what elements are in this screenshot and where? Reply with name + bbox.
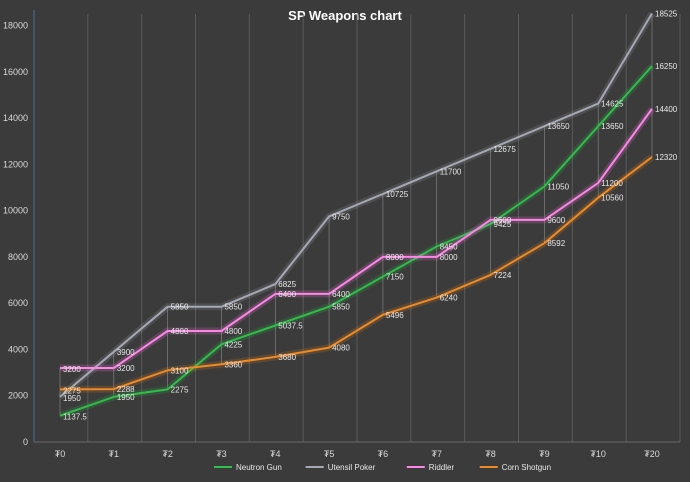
data-label: 16250: [655, 62, 678, 71]
data-label: 3200: [117, 364, 135, 373]
y-tick-label: 14000: [3, 113, 28, 123]
data-label: 4800: [171, 327, 189, 336]
legend-item: Corn Shotgun: [479, 463, 551, 472]
data-label: 14400: [655, 105, 678, 114]
series-line: [60, 108, 653, 369]
data-label: 8592: [547, 239, 565, 248]
legend-label: Corn Shotgun: [502, 463, 551, 472]
data-label: 6400: [332, 290, 350, 299]
data-labels: 1137.51950227542255037.55850715084509425…: [63, 9, 678, 421]
x-tick-label: ₮20: [644, 449, 660, 459]
data-label: 9425: [494, 220, 512, 229]
y-tick-label: 16000: [3, 67, 28, 77]
data-label: 3200: [63, 365, 81, 374]
x-tick-label: ₮3: [216, 449, 227, 459]
chart-title: SP Weapons chart: [288, 8, 402, 23]
legend-label: Riddler: [429, 463, 455, 472]
legend-item: Utensil Poker: [305, 463, 376, 472]
data-label: 1137.5: [63, 413, 87, 422]
data-label: 4080: [332, 344, 350, 353]
data-label: 3900: [117, 348, 135, 357]
data-label: 2275: [171, 385, 189, 394]
data-label: 5850: [332, 303, 350, 312]
data-label: 1950: [117, 393, 135, 402]
data-label: 10560: [601, 194, 624, 203]
x-tick-label: ₮10: [590, 449, 606, 459]
data-label: 5850: [171, 303, 189, 312]
y-tick-label: 12000: [3, 159, 28, 169]
data-label: 10725: [386, 190, 409, 199]
gridlines: [33, 14, 681, 442]
legend-label: Utensil Poker: [328, 463, 376, 472]
data-label: 13650: [547, 122, 570, 131]
data-label: 5850: [224, 303, 242, 312]
data-label: 4225: [224, 340, 242, 349]
data-label: 2288: [117, 385, 135, 394]
data-label: 5037.5: [278, 321, 303, 330]
x-tick-label: ₮1: [109, 449, 120, 459]
data-label: 9600: [547, 216, 565, 225]
data-label: 11700: [440, 167, 462, 176]
data-label: 3680: [278, 353, 296, 362]
y-tick-label: 2000: [8, 391, 28, 401]
data-label: 7150: [386, 273, 404, 282]
data-label: 6400: [278, 290, 296, 299]
x-tick-label: ₮0: [55, 449, 66, 459]
y-tick-label: 6000: [8, 298, 28, 308]
data-label: 8450: [440, 243, 458, 252]
x-tick-label: ₮9: [539, 449, 550, 459]
data-label: 8000: [386, 253, 404, 262]
series-line: [59, 12, 653, 398]
series-line: [59, 156, 653, 391]
data-label: 5496: [386, 311, 404, 320]
legend-item: Neutron Gun: [214, 463, 282, 472]
data-label: 11200: [601, 179, 623, 188]
x-tick-label: ₮7: [431, 449, 442, 459]
data-label: 3100: [171, 366, 189, 375]
x-tick-label: ₮2: [162, 449, 173, 459]
data-label: 11050: [547, 182, 569, 191]
y-tick-label: 10000: [3, 206, 28, 216]
legend-item: Riddler: [406, 463, 455, 472]
data-label: 12675: [494, 145, 517, 154]
data-label: 6240: [440, 294, 458, 303]
x-tick-label: ₮5: [324, 449, 335, 459]
y-tick-label: 4000: [8, 344, 28, 354]
data-label: 3360: [224, 360, 242, 369]
data-label: 4800: [224, 327, 242, 336]
legend-label: Neutron Gun: [236, 463, 282, 472]
drop-lines: [59, 13, 653, 416]
y-tick-label: 0: [23, 437, 28, 447]
data-label: 9600: [494, 216, 512, 225]
data-label: 7224: [494, 271, 512, 280]
axes: 0 2000 4000 6000 8000 10000 12000 14000 16000 180…: [3, 10, 680, 459]
data-label: 6825: [278, 280, 296, 289]
series-lines: [57, 11, 656, 420]
data-label: 9750: [332, 212, 350, 221]
legend: Neutron Gun Utensil Poker Riddler Corn Shot…: [214, 463, 551, 472]
data-label: 14625: [601, 100, 624, 109]
series-line: [59, 65, 653, 417]
data-label: 8000: [440, 253, 458, 262]
y-tick-label: 8000: [8, 252, 28, 262]
x-tick-label: ₮8: [485, 449, 496, 459]
y-tick-label: 18000: [3, 21, 28, 31]
data-label: 12320: [655, 153, 678, 162]
data-label: 2275: [63, 386, 81, 395]
data-label: 18525: [655, 9, 678, 18]
x-tick-label: ₮6: [378, 449, 389, 459]
x-tick-label: ₮4: [270, 449, 281, 459]
data-label: 13650: [601, 122, 624, 131]
data-label: 1950: [63, 394, 81, 403]
